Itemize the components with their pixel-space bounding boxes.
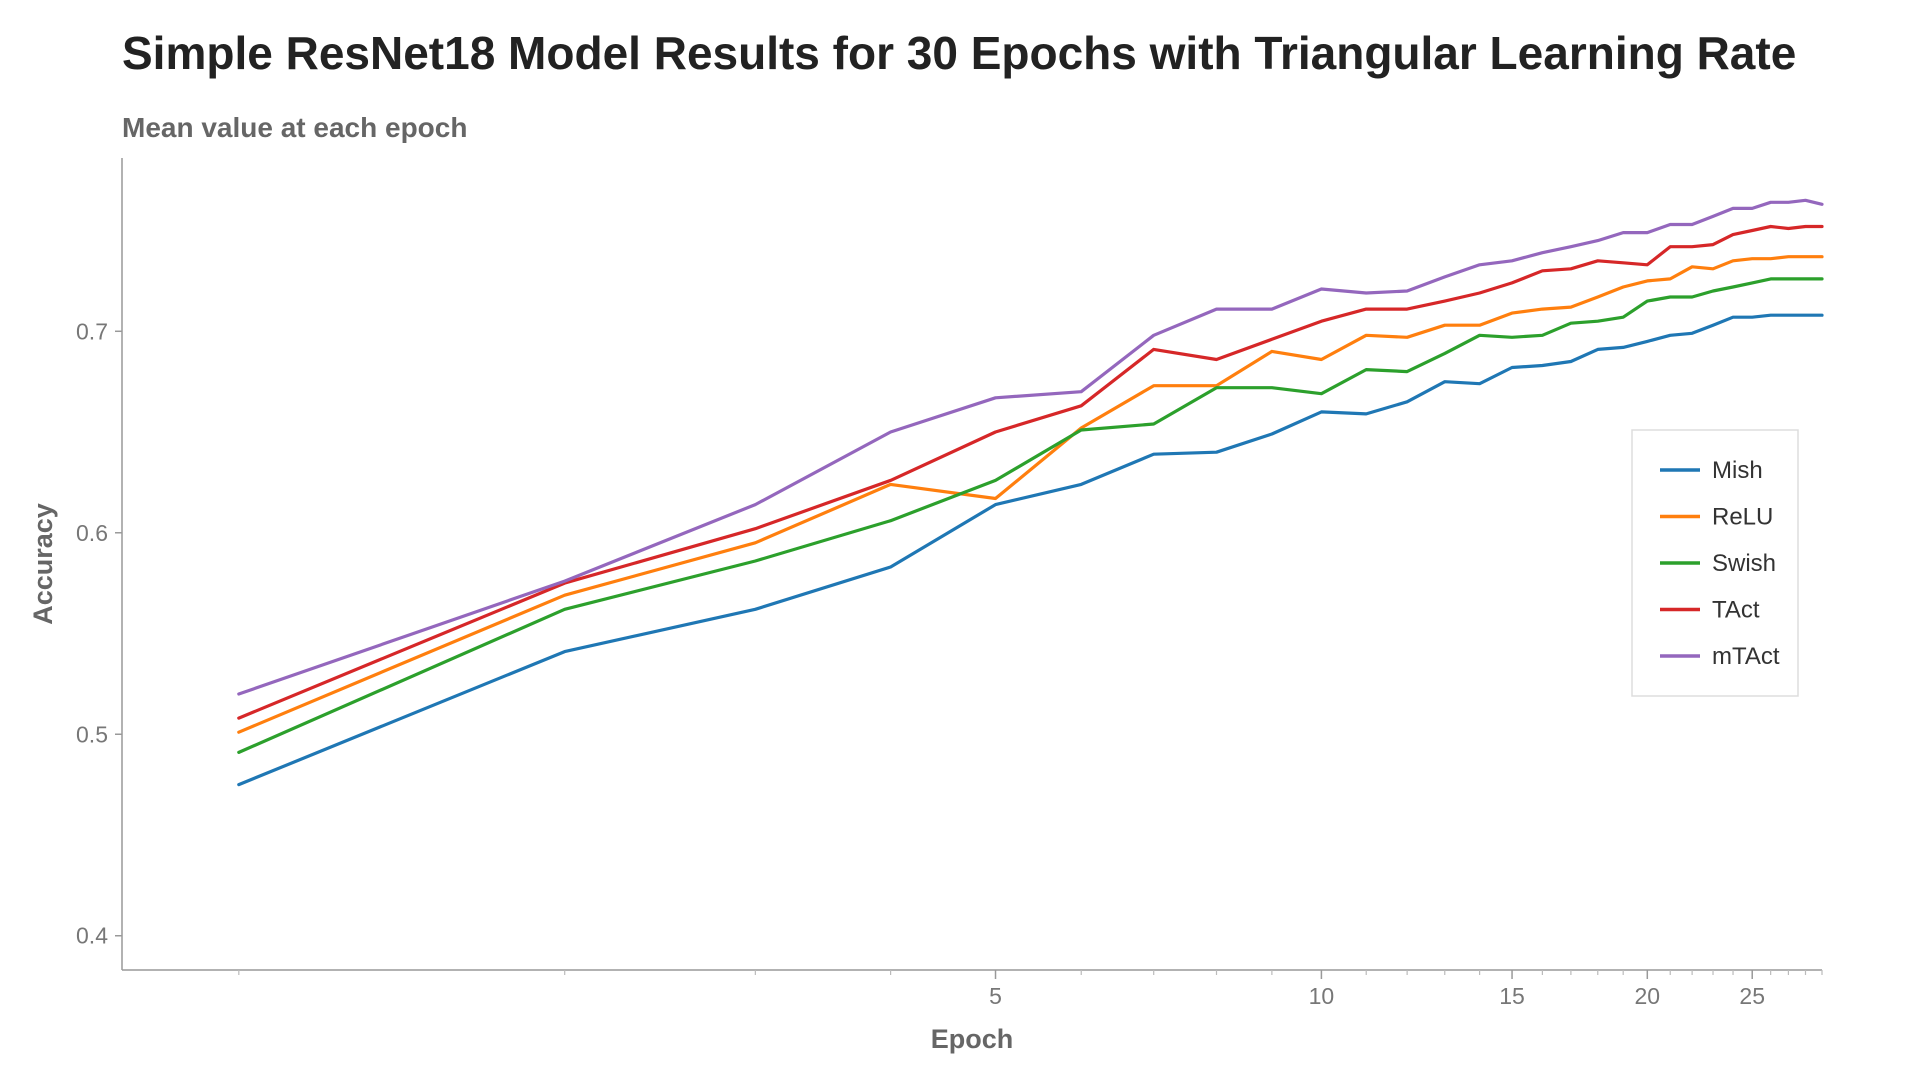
y-axis-title: Accuracy bbox=[28, 503, 58, 625]
series-lines bbox=[237, 198, 1824, 787]
legend: Mish ReLU Swish TAct mTAct bbox=[1631, 429, 1799, 697]
y-axis-ticks: 0.4 0.5 0.6 0.7 bbox=[76, 318, 122, 949]
legend-label-mish: Mish bbox=[1712, 457, 1763, 484]
series-line-swish bbox=[237, 277, 1824, 755]
legend-label-tact: TAct bbox=[1712, 597, 1760, 624]
x-tick-label: 10 bbox=[1309, 983, 1335, 1009]
series-line-relu bbox=[237, 255, 1824, 734]
y-tick-label: 0.6 bbox=[76, 520, 108, 546]
y-tick-label: 0.7 bbox=[76, 318, 108, 344]
x-tick-label: 20 bbox=[1635, 983, 1661, 1009]
chart-axes bbox=[121, 158, 1822, 971]
legend-label-mtact: mTAct bbox=[1712, 643, 1780, 670]
chart-title: Simple ResNet18 Model Results for 30 Epo… bbox=[122, 27, 1797, 79]
legend-label-swish: Swish bbox=[1712, 550, 1776, 577]
x-tick-label: 25 bbox=[1739, 983, 1765, 1009]
x-tick-label: 5 bbox=[989, 983, 1002, 1009]
series-line-mtact bbox=[237, 198, 1824, 696]
x-tick-label: 15 bbox=[1499, 983, 1525, 1009]
legend-label-relu: ReLU bbox=[1712, 504, 1773, 531]
x-axis-ticks: 5 10 15 20 25 bbox=[238, 970, 1823, 1009]
y-tick-label: 0.4 bbox=[76, 923, 108, 949]
x-axis-title: Epoch bbox=[931, 1024, 1014, 1054]
series-line-mish bbox=[237, 313, 1824, 787]
legend-box bbox=[1631, 429, 1799, 697]
chart-subtitle: Mean value at each epoch bbox=[122, 112, 468, 143]
y-tick-label: 0.5 bbox=[76, 721, 108, 747]
series-line-tact bbox=[237, 224, 1824, 720]
